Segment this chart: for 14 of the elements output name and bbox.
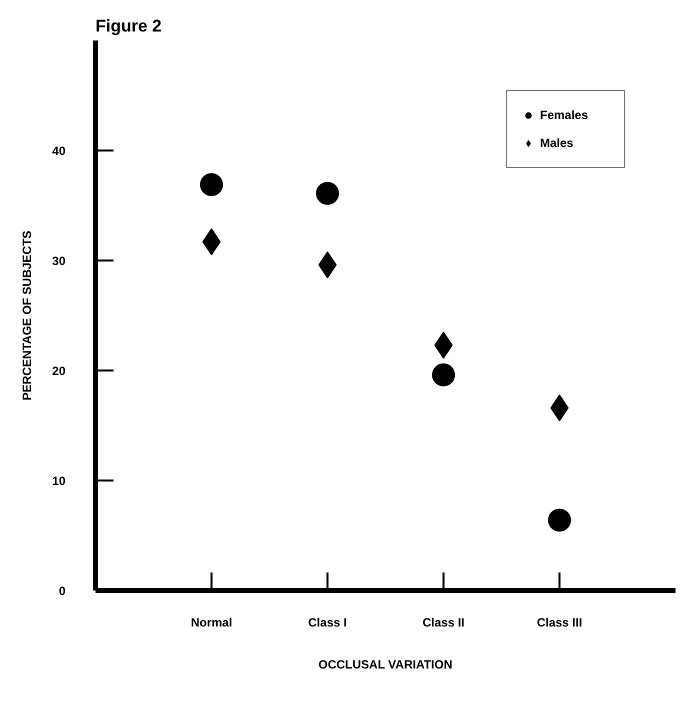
y-tick-label: 10	[52, 474, 66, 488]
x-axis-title: OCCLUSAL VARIATION	[318, 658, 452, 672]
y-axis-title: PERCENTAGE OF SUBJECTS	[20, 230, 34, 400]
chart-title: Figure 2	[96, 16, 162, 36]
x-tick-label: Class II	[422, 616, 465, 630]
y-tick-label: 40	[52, 144, 66, 158]
x-tick-label: Normal	[190, 616, 232, 630]
y-tick-label: 0	[58, 584, 66, 598]
legend-label: Males	[540, 136, 574, 150]
x-tick-label: Class III	[536, 616, 582, 630]
legend-label: Females	[540, 108, 590, 122]
y-tick-label: 30	[52, 254, 66, 268]
x-tick-label: Class I	[308, 616, 347, 630]
y-tick-label: 20	[52, 364, 66, 378]
